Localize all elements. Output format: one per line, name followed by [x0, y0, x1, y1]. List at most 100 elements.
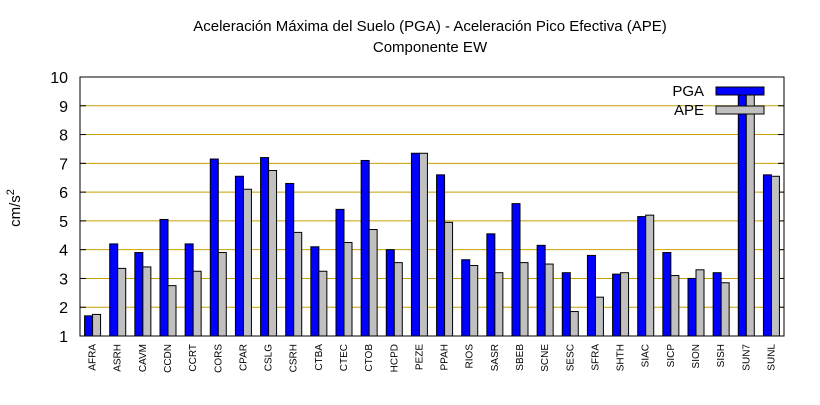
bar-ape-sbeb — [519, 262, 529, 337]
chart-subtitle: Componente EW — [373, 39, 488, 56]
y-axis-label-exponent: 2 — [5, 189, 17, 195]
bar-ape-cors — [217, 252, 227, 337]
bar-pga-cslg — [260, 157, 270, 337]
y-tick-label: 1 — [59, 329, 68, 346]
x-tick-label: SBEB — [515, 344, 526, 371]
x-tick-label: CTEC — [339, 344, 350, 371]
bar-ape-rios — [469, 264, 479, 337]
bar-pga-rios — [461, 259, 471, 337]
bar-pga-sicp — [662, 252, 672, 337]
legend-swatch-pga — [715, 86, 765, 96]
x-tick-label: HCPD — [389, 344, 400, 372]
x-tick-label: SFRA — [590, 344, 601, 371]
bar-pga-ctba — [310, 246, 320, 337]
x-tick-label: SUN7 — [741, 344, 752, 371]
x-tick-label: SHTH — [616, 344, 627, 371]
bar-ape-shth — [620, 272, 630, 337]
bar-pga-shth — [612, 273, 622, 337]
x-tick-label: SESC — [565, 344, 576, 371]
x-tick-label: SISH — [716, 344, 727, 367]
bar-ape-asrh — [117, 267, 127, 337]
y-axis-label-base: cm/s — [7, 195, 24, 227]
bar-ape-peze — [418, 152, 428, 337]
bar-ape-ctob — [368, 229, 378, 337]
x-tick-label: PPAH — [440, 344, 451, 371]
y-tick-labels: 1 2 3 4 5 6 7 8 9 10 — [50, 70, 68, 346]
bar-ape-ppah — [444, 221, 454, 337]
bar-pga-sunl — [762, 174, 772, 337]
x-tick-label: CPAR — [238, 344, 249, 371]
x-tick-label: CCDN — [163, 344, 174, 373]
x-tick-label: SASR — [490, 344, 501, 371]
y-tick-label: 2 — [59, 300, 68, 317]
bar-pga-csrh — [285, 182, 295, 337]
bar-ape-sasr — [494, 272, 504, 337]
y-tick-label: 9 — [59, 99, 68, 116]
bars — [84, 88, 780, 337]
bar-ape-ccrt — [192, 270, 202, 337]
x-tick-label: CAVM — [138, 344, 149, 372]
bar-ape-cpar — [242, 188, 252, 337]
x-tick-label: ASRH — [113, 344, 124, 372]
bar-pga-sfra — [586, 254, 596, 337]
y-axis-label: cm/s2 — [5, 189, 24, 227]
bar-ape-sfra — [594, 296, 604, 337]
y-tick-label: 10 — [50, 70, 68, 87]
x-tick-label: CSRH — [289, 344, 300, 372]
x-tick-label: CTOB — [364, 344, 375, 372]
bar-ape-sunl — [770, 175, 780, 337]
y-tick-label: 5 — [59, 214, 68, 231]
plot-frame — [79, 76, 785, 337]
bar-pga-cavm — [134, 252, 144, 337]
x-tick-label: SION — [691, 344, 702, 368]
bar-pga-cpar — [234, 175, 244, 337]
bar-pga-sasr — [486, 233, 496, 337]
legend-label-pga: PGA — [672, 83, 704, 100]
x-tick-label: CSLG — [264, 344, 275, 371]
bar-ape-sun7 — [745, 88, 755, 337]
y-tick-label: 6 — [59, 185, 68, 202]
bar-ape-ccdn — [167, 285, 177, 337]
bar-ape-sesc — [569, 311, 579, 337]
x-tick-label: CTBA — [314, 344, 325, 371]
x-tick-label: SUNL — [766, 344, 777, 371]
bar-pga-afra — [84, 315, 94, 337]
bar-ape-siac — [645, 214, 655, 337]
bar-ape-afra — [92, 313, 102, 337]
bar-pga-siac — [637, 216, 647, 337]
x-tick-label: PEZE — [414, 344, 425, 370]
bar-pga-scne — [536, 244, 546, 337]
legend-swatch-ape — [715, 105, 765, 115]
bar-ape-cslg — [268, 170, 278, 337]
bar-ape-sish — [720, 282, 730, 337]
bar-pga-ccrt — [184, 243, 194, 337]
x-tick-label: SICP — [666, 344, 677, 368]
bar-pga-hcpd — [385, 249, 395, 337]
x-tick-label: CORS — [213, 344, 224, 373]
bar-pga-ppah — [436, 174, 446, 337]
legend: PGA APE — [672, 83, 765, 119]
x-tick-label: CCRT — [188, 344, 199, 372]
plot-border — [79, 76, 785, 337]
bar-pga-peze — [410, 152, 420, 337]
x-tick-label: RIOS — [465, 344, 476, 369]
bar-pga-sish — [712, 272, 722, 337]
legend-label-ape: APE — [674, 102, 704, 119]
x-tick-label: SIAC — [641, 344, 652, 367]
bar-ape-sion — [695, 269, 705, 337]
bar-pga-asrh — [109, 243, 119, 337]
bar-pga-sbeb — [511, 203, 521, 337]
y-tick-label: 7 — [59, 156, 68, 173]
x-tick-label: AFRA — [88, 344, 99, 371]
bar-pga-ccdn — [159, 218, 169, 337]
y-tick-label: 3 — [59, 271, 68, 288]
bar-ape-scne — [544, 263, 554, 337]
bar-pga-ctob — [360, 159, 370, 337]
x-tick-label: SCNE — [540, 344, 551, 372]
bar-pga-sun7 — [737, 92, 747, 337]
bar-pga-ctec — [335, 208, 345, 337]
chart-title: Aceleración Máxima del Suelo (PGA) - Ace… — [193, 18, 667, 35]
bar-ape-csrh — [293, 231, 303, 337]
